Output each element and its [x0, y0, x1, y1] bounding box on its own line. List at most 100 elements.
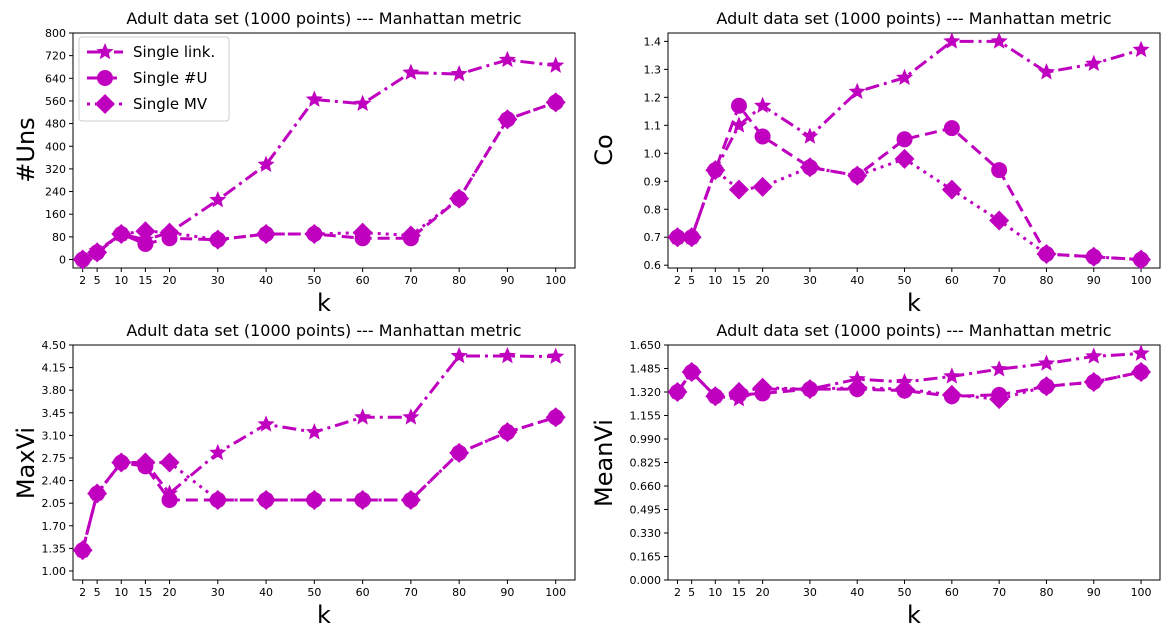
x-tick-label: 40: [850, 274, 864, 287]
data-point-star: [112, 225, 130, 242]
data-point-circle: [258, 226, 275, 243]
y-tick-label: 0.990: [630, 433, 662, 446]
data-point-star: [990, 360, 1008, 377]
data-point-diamond: [941, 179, 962, 200]
data-point-star: [706, 387, 724, 404]
x-tick-label: 40: [259, 274, 273, 287]
data-point-circle: [849, 167, 866, 184]
x-tick-label: 70: [404, 274, 418, 287]
series-star: [668, 32, 1150, 245]
data-point-circle: [849, 381, 866, 398]
data-point-circle: [943, 388, 960, 405]
data-point-star: [1132, 344, 1150, 361]
data-point-star: [848, 82, 866, 100]
legend-label: Single MV: [133, 95, 208, 113]
y-tick-label: 1.00: [42, 565, 67, 578]
y-tick-label: 0.7: [644, 231, 662, 244]
x-tick-label: 80: [452, 586, 466, 599]
y-tick-label: 0: [59, 254, 66, 267]
x-tick-label: 100: [1131, 586, 1152, 599]
data-point-circle: [991, 162, 1008, 179]
data-point-circle: [1133, 251, 1150, 268]
x-tick-label: 70: [404, 586, 418, 599]
x-tick-label: 70: [992, 274, 1006, 287]
data-point-star: [547, 347, 565, 364]
data-point-star: [136, 453, 154, 470]
legend-marker-circle: [97, 70, 113, 86]
data-point-star: [257, 155, 275, 172]
y-tick-label: 3.80: [42, 384, 67, 397]
data-point-star: [683, 228, 701, 245]
data-point-diamond: [752, 176, 773, 197]
x-tick-label: 50: [898, 274, 912, 287]
data-point-circle: [896, 131, 913, 148]
data-point-circle: [402, 491, 419, 508]
data-point-star: [668, 383, 687, 400]
data-point-star: [801, 127, 819, 144]
x-tick-label: 90: [500, 274, 514, 287]
y-tick-label: 80: [52, 231, 66, 244]
x-tick-label: 5: [94, 586, 101, 599]
x-tick-label: 70: [992, 586, 1006, 599]
y-tick-label: 0.9: [644, 175, 662, 188]
y-tick-label: 1.155: [630, 410, 662, 423]
data-point-circle: [547, 94, 564, 111]
data-point-star: [450, 65, 468, 82]
x-tick-label: 20: [756, 274, 770, 287]
legend-frame: [78, 36, 230, 122]
y-tick-label: 1.4: [644, 35, 662, 48]
x-tick-label: 80: [1039, 274, 1053, 287]
y-tick-label: 720: [45, 50, 66, 63]
data-point-star: [943, 32, 961, 49]
series-line: [81, 354, 556, 551]
data-point-diamond: [728, 179, 749, 200]
data-point-star: [754, 380, 772, 397]
x-tick-label: 15: [732, 274, 746, 287]
chart-panel-4: Adult data set (1000 points) --- Manhatt…: [590, 321, 1161, 629]
y-tick-label: 1.650: [630, 339, 662, 352]
y-tick-label: 2.75: [42, 452, 67, 465]
series-star: [668, 344, 1150, 407]
series-star: [74, 346, 565, 558]
y-tick-label: 3.10: [42, 429, 67, 442]
x-tick-label: 30: [803, 274, 817, 287]
series-diamond: [667, 148, 1152, 270]
data-point-star: [88, 242, 106, 259]
data-point-diamond: [159, 452, 180, 473]
x-tick-label: 15: [732, 586, 746, 599]
data-point-circle: [1085, 248, 1102, 265]
data-point-star: [160, 223, 179, 240]
data-point-star: [402, 408, 420, 425]
legend-label: Single #U: [133, 69, 207, 87]
data-point-star: [1085, 54, 1103, 72]
data-point-circle: [354, 491, 371, 508]
y-tick-label: 480: [45, 118, 66, 131]
y-axis-label: #Uns: [12, 117, 40, 182]
x-tick-label: 2: [674, 274, 681, 287]
data-point-star: [895, 373, 914, 390]
data-point-circle: [209, 231, 226, 248]
x-tick-label: 50: [307, 274, 321, 287]
data-point-circle: [209, 491, 226, 508]
data-point-star: [1037, 354, 1056, 371]
x-axis-label: k: [317, 289, 331, 317]
y-tick-label: 1.70: [42, 520, 67, 533]
legend-marker-star: [96, 43, 114, 60]
y-tick-label: 1.35: [42, 542, 67, 555]
data-point-star: [354, 408, 372, 425]
data-point-diamond: [989, 210, 1010, 231]
y-tick-label: 2.40: [42, 475, 67, 488]
series-line: [81, 415, 557, 551]
data-point-star: [668, 228, 687, 245]
y-tick-label: 3.45: [42, 407, 67, 420]
y-tick-label: 640: [45, 72, 66, 85]
x-tick-label: 90: [500, 586, 514, 599]
y-tick-label: 160: [45, 208, 66, 221]
y-tick-label: 0.000: [630, 574, 662, 587]
x-tick-label: 40: [850, 586, 864, 599]
x-tick-label: 90: [1087, 586, 1101, 599]
y-tick-label: 1.320: [630, 386, 662, 399]
x-tick-label: 30: [803, 586, 817, 599]
x-tick-label: 10: [114, 586, 128, 599]
series-line: [81, 415, 557, 551]
